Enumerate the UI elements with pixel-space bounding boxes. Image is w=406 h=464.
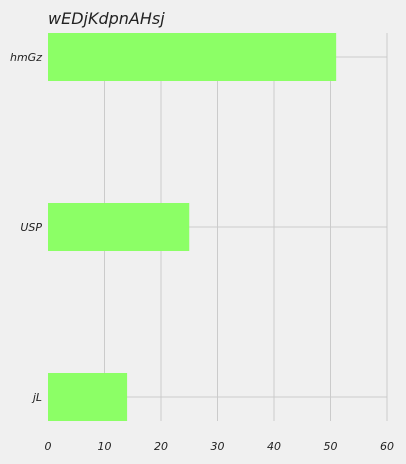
y-tick-label-jL: jL: [31, 391, 42, 404]
bar-jL: [48, 373, 128, 421]
bar-hmGz: [48, 33, 337, 81]
x-tick-label-4: 40: [267, 440, 281, 453]
chart-title: wEDjKdpnAHsj: [48, 9, 165, 28]
x-tick-label-0: 0: [45, 440, 52, 453]
y-axis-ticks: hmGz USP jL: [10, 51, 42, 404]
y-tick-label-USP: USP: [20, 221, 42, 234]
x-tick-label-3: 30: [211, 440, 225, 453]
x-tick-label-5: 50: [324, 440, 338, 453]
y-tick-label-hmGz: hmGz: [10, 51, 42, 64]
x-axis-ticks: 0 10 20 30 40 50 60: [45, 440, 395, 453]
bar-USP: [48, 203, 190, 251]
x-tick-label-2: 20: [154, 440, 168, 453]
x-tick-label-6: 60: [380, 440, 394, 453]
bars: [48, 33, 337, 421]
x-tick-label-1: 10: [98, 440, 112, 453]
